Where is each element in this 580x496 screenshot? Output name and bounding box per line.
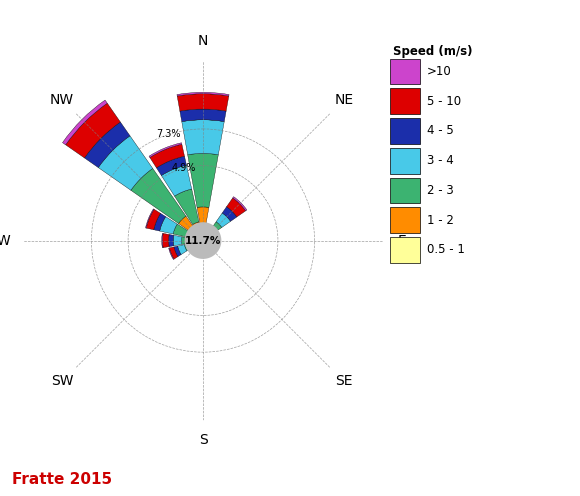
- Bar: [201, 240, 203, 241]
- Bar: [202, 241, 203, 242]
- Bar: [227, 198, 246, 217]
- Bar: [233, 196, 247, 211]
- Bar: [173, 235, 182, 246]
- Bar: [177, 94, 229, 111]
- Bar: [169, 247, 178, 259]
- Bar: [98, 136, 153, 190]
- Bar: [208, 240, 209, 242]
- Bar: [179, 216, 200, 238]
- Bar: [203, 239, 204, 241]
- Bar: [66, 103, 121, 158]
- Bar: [205, 232, 212, 239]
- Bar: [202, 235, 204, 241]
- Bar: [193, 247, 197, 251]
- Bar: [203, 241, 204, 243]
- Bar: [202, 242, 204, 244]
- Text: 1 - 2: 1 - 2: [427, 214, 454, 227]
- Bar: [211, 235, 214, 239]
- Polygon shape: [184, 222, 222, 259]
- Text: Speed (m/s): Speed (m/s): [393, 45, 472, 58]
- Bar: [197, 249, 201, 251]
- Bar: [194, 239, 201, 242]
- Text: >10: >10: [427, 65, 452, 78]
- Bar: [177, 92, 229, 96]
- Bar: [216, 213, 231, 228]
- Bar: [204, 245, 206, 247]
- Bar: [203, 240, 205, 241]
- Bar: [205, 240, 208, 242]
- Bar: [205, 229, 209, 231]
- Bar: [161, 165, 192, 196]
- Bar: [198, 236, 203, 241]
- Bar: [205, 230, 209, 233]
- Bar: [204, 243, 206, 246]
- Bar: [191, 234, 201, 240]
- Bar: [175, 189, 199, 225]
- Bar: [200, 239, 203, 241]
- Bar: [131, 169, 186, 224]
- Bar: [201, 242, 203, 245]
- Bar: [193, 222, 202, 238]
- Bar: [198, 244, 202, 248]
- Bar: [204, 240, 205, 241]
- Bar: [174, 246, 181, 256]
- Bar: [213, 234, 216, 238]
- Bar: [85, 122, 130, 168]
- Bar: [154, 213, 166, 231]
- Bar: [150, 144, 184, 168]
- Bar: [204, 238, 208, 240]
- Bar: [207, 236, 212, 240]
- Bar: [204, 242, 206, 245]
- Bar: [193, 248, 196, 251]
- Bar: [204, 232, 208, 237]
- Bar: [206, 243, 208, 245]
- Bar: [146, 209, 161, 230]
- Bar: [198, 248, 201, 250]
- Bar: [169, 248, 174, 259]
- Bar: [205, 241, 207, 243]
- Bar: [209, 222, 222, 235]
- Bar: [202, 244, 204, 247]
- Bar: [203, 238, 205, 241]
- Bar: [206, 242, 208, 243]
- Bar: [188, 153, 218, 207]
- Bar: [146, 209, 154, 228]
- Text: 2 - 3: 2 - 3: [427, 184, 454, 197]
- Bar: [169, 235, 173, 247]
- Bar: [162, 234, 169, 248]
- Bar: [199, 242, 202, 245]
- Text: Fratte 2015: Fratte 2015: [12, 472, 112, 487]
- Bar: [202, 247, 204, 248]
- Bar: [195, 244, 200, 249]
- Bar: [63, 100, 107, 145]
- Bar: [162, 233, 163, 248]
- Bar: [184, 243, 196, 251]
- Bar: [209, 240, 210, 242]
- Bar: [157, 156, 186, 176]
- Text: 0.5 - 1: 0.5 - 1: [427, 244, 465, 256]
- Bar: [222, 207, 237, 221]
- Bar: [204, 241, 205, 243]
- Bar: [204, 236, 205, 239]
- Bar: [177, 245, 187, 254]
- Text: 4 - 5: 4 - 5: [427, 124, 454, 137]
- Bar: [195, 241, 201, 245]
- Bar: [197, 207, 209, 235]
- Bar: [214, 233, 216, 238]
- Bar: [149, 143, 182, 158]
- Bar: [205, 229, 209, 232]
- Text: 11.7%: 11.7%: [185, 236, 221, 246]
- Bar: [182, 237, 194, 245]
- Text: 3 - 4: 3 - 4: [427, 154, 454, 167]
- Bar: [201, 241, 203, 242]
- Bar: [202, 241, 203, 242]
- Bar: [201, 237, 203, 241]
- Bar: [182, 120, 224, 155]
- Bar: [180, 109, 226, 122]
- Bar: [160, 217, 177, 234]
- Text: 5 - 10: 5 - 10: [427, 95, 461, 108]
- Bar: [173, 224, 193, 238]
- Bar: [204, 241, 205, 242]
